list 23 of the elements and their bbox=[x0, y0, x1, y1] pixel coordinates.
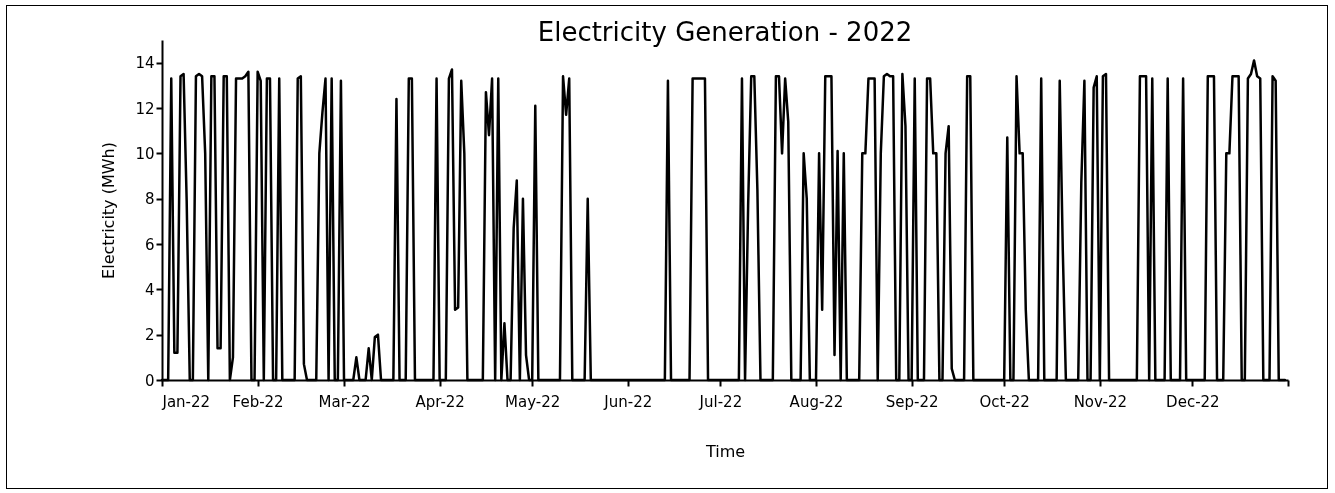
x-tick-label: Sep-22 bbox=[885, 392, 939, 411]
x-tick-label: Aug-22 bbox=[789, 392, 844, 411]
chart-title: Electricity Generation - 2022 bbox=[537, 17, 913, 47]
y-tick-label: 12 bbox=[135, 99, 155, 118]
x-tick-label: Jan-22 bbox=[161, 392, 211, 411]
x-tick-label: Dec-22 bbox=[1166, 392, 1220, 411]
y-tick-label: 14 bbox=[135, 54, 155, 73]
x-tick-label: Oct-22 bbox=[979, 392, 1030, 411]
x-tick-label: Mar-22 bbox=[318, 392, 371, 411]
y-tick-label: 6 bbox=[144, 235, 155, 254]
y-tick-label: 8 bbox=[144, 190, 155, 209]
x-tick-label: Nov-22 bbox=[1073, 392, 1128, 411]
y-tick-label: 10 bbox=[135, 144, 155, 163]
y-tick-label: 0 bbox=[144, 371, 155, 390]
y-tick-label: 4 bbox=[144, 280, 155, 299]
x-tick-label: Jul-22 bbox=[698, 392, 743, 411]
x-tick-label: Apr-22 bbox=[415, 392, 465, 411]
x-tick-label: Jun-22 bbox=[603, 392, 653, 411]
y-tick-label: 2 bbox=[144, 326, 155, 345]
y-axis-title: Electricity (MWh) bbox=[99, 142, 119, 279]
x-axis-title: Time bbox=[704, 441, 746, 461]
x-tick-label: May-22 bbox=[505, 392, 561, 411]
x-tick-label: Feb-22 bbox=[232, 392, 284, 411]
